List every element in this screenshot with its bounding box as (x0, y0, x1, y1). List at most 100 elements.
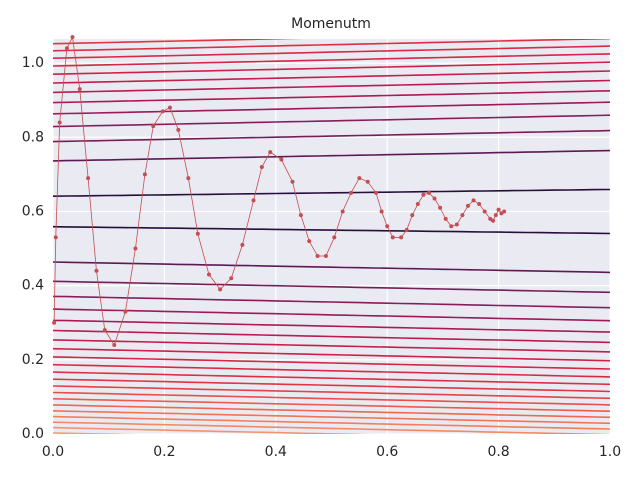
contour-line (53, 438, 610, 451)
contour-line (53, 129, 610, 143)
contour-line (53, 90, 610, 104)
contour-line (53, 404, 610, 419)
contour-line (53, 149, 610, 162)
contour-line (53, 472, 610, 480)
point (340, 209, 345, 214)
marks (52, 35, 507, 347)
contour-line (53, 426, 374, 434)
point (142, 172, 147, 177)
point (268, 150, 273, 155)
point (390, 235, 395, 240)
point (443, 216, 448, 221)
contour-line (53, 476, 610, 480)
contour-line (53, 415, 610, 430)
contour-line (53, 308, 610, 322)
contour-line (53, 391, 610, 406)
chart-title: Momenutm (291, 16, 371, 32)
contour-line (53, 280, 610, 294)
contour-line (53, 101, 610, 115)
point (348, 190, 353, 195)
point (432, 196, 437, 201)
point (477, 202, 482, 207)
contour-line (53, 363, 610, 378)
point (502, 209, 507, 214)
contour-line (53, 347, 610, 362)
x-tick-label: 0.6 (376, 444, 398, 460)
point (426, 190, 431, 195)
point (315, 253, 320, 258)
point (357, 176, 362, 181)
contour-line (53, 79, 610, 94)
point (251, 198, 256, 203)
point (206, 272, 211, 277)
y-tick-label: 0.0 (22, 426, 44, 442)
point (218, 287, 223, 292)
point (160, 109, 165, 114)
point (365, 179, 370, 184)
point (460, 213, 465, 218)
contour-line (53, 443, 610, 456)
point (70, 35, 75, 40)
point (449, 224, 454, 229)
contours (53, 0, 610, 480)
point (374, 190, 379, 195)
contour-line (53, 421, 610, 434)
point (112, 342, 117, 347)
contour-line (53, 39, 304, 45)
point (53, 235, 58, 240)
point (399, 235, 404, 240)
point (496, 207, 501, 212)
x-tick-label: 0.8 (487, 444, 509, 460)
contour-line (53, 45, 610, 59)
point (290, 179, 295, 184)
point (332, 235, 337, 240)
contour-line (53, 410, 610, 425)
contour-line (53, 339, 610, 353)
point (240, 242, 245, 247)
point (186, 176, 191, 181)
contour-line (53, 463, 610, 476)
contour-line (53, 53, 610, 67)
point (195, 231, 200, 236)
point (438, 205, 443, 210)
point (86, 176, 91, 181)
contour-line (53, 188, 610, 197)
point (52, 320, 57, 325)
x-tick-label: 0.2 (153, 444, 175, 460)
contour-line (53, 453, 610, 466)
contour-line (53, 398, 610, 412)
contour-line (53, 371, 610, 386)
contour-line (53, 356, 610, 370)
point (279, 157, 284, 162)
grid (52, 39, 611, 435)
y-tick-label: 0.6 (22, 203, 44, 219)
point (385, 224, 390, 229)
contour-line (53, 329, 610, 344)
point (176, 127, 181, 132)
contour-line (53, 39, 610, 52)
point (94, 268, 99, 273)
point (259, 164, 264, 169)
point (465, 203, 470, 208)
contour-line (53, 114, 610, 128)
contour-line (53, 0, 610, 12)
contour-line (53, 458, 610, 471)
point (379, 209, 384, 214)
y-tick-label: 0.2 (22, 352, 44, 368)
y-tick-label: 0.4 (22, 278, 44, 294)
point (323, 253, 328, 258)
contour-line (53, 319, 610, 333)
point (64, 46, 69, 51)
point (102, 328, 107, 333)
point (123, 309, 128, 314)
point (167, 105, 172, 110)
contour-line (53, 378, 610, 393)
point (415, 202, 420, 207)
point (454, 222, 459, 227)
contour-line (53, 225, 610, 235)
contour-line (53, 261, 610, 274)
point (57, 120, 62, 125)
point (77, 87, 82, 92)
contour-line (53, 70, 610, 84)
